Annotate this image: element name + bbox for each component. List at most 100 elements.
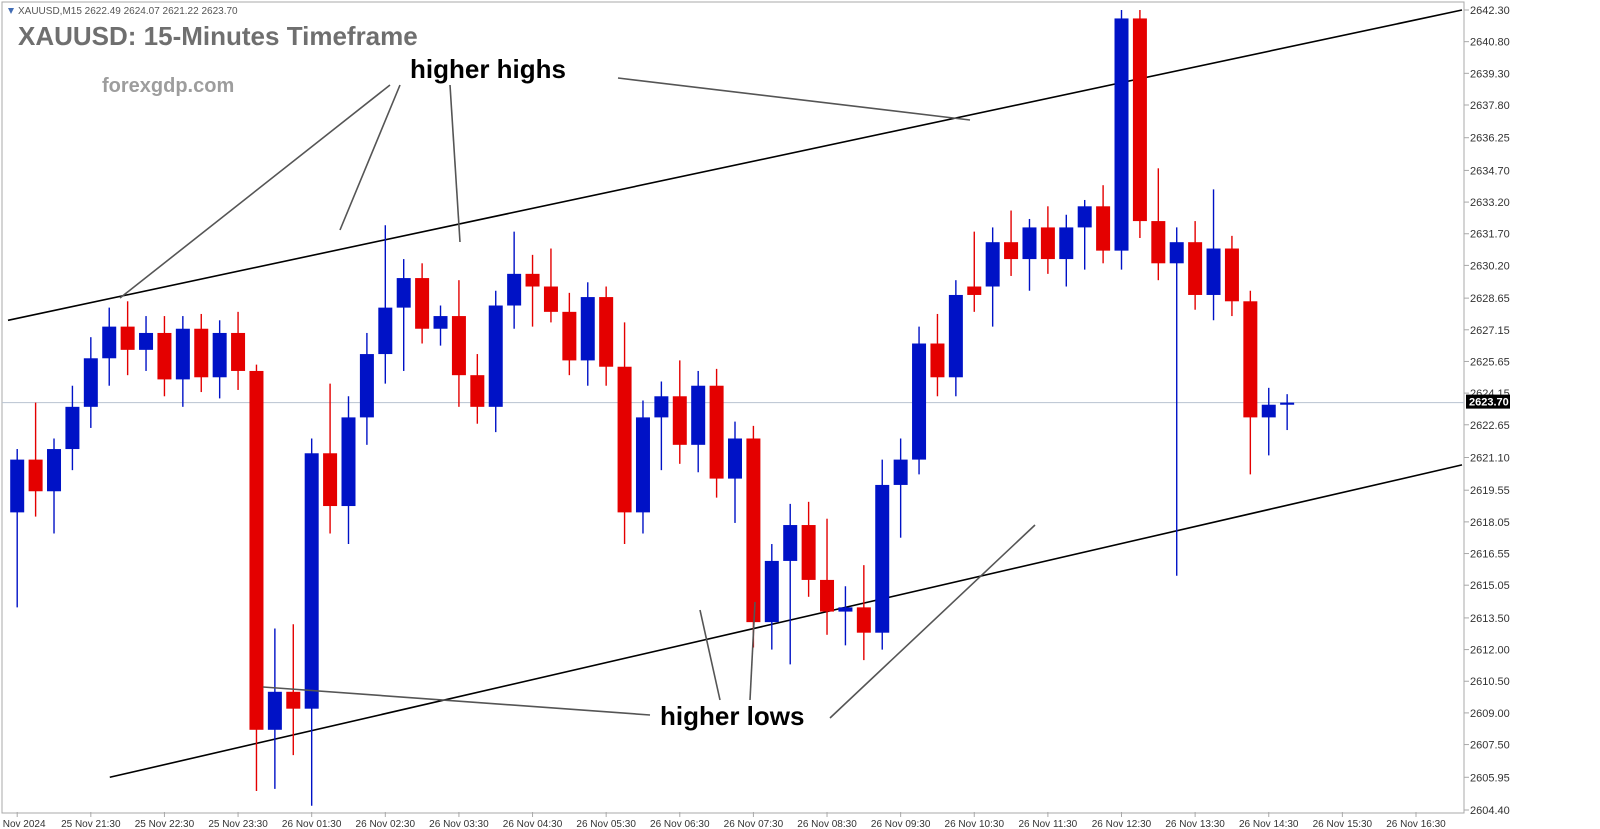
candle-body xyxy=(360,354,374,417)
candle-body xyxy=(176,329,190,380)
candle-body xyxy=(1280,403,1294,405)
x-tick-label: 26 Nov 03:30 xyxy=(429,819,489,829)
candle-body xyxy=(1096,206,1110,250)
candle-body xyxy=(526,274,540,287)
x-tick-label: 25 Nov 2024 xyxy=(0,819,46,829)
candle-body xyxy=(636,417,650,512)
chart-title: XAUUSD: 15-Minutes Timeframe xyxy=(18,21,418,51)
y-tick-label: 2630.20 xyxy=(1470,260,1510,272)
x-tick-label: 26 Nov 11:30 xyxy=(1019,819,1078,829)
candle-body xyxy=(930,344,944,378)
higher-lows-pointer xyxy=(263,687,650,715)
candle-body xyxy=(102,327,116,359)
candle-body xyxy=(1225,249,1239,302)
x-tick-label: 26 Nov 05:30 xyxy=(576,819,636,829)
x-tick-label: 26 Nov 07:30 xyxy=(724,819,784,829)
higher-highs-label: higher highs xyxy=(410,54,566,84)
candle-body xyxy=(618,367,632,513)
candle-body xyxy=(802,525,816,580)
candle-body xyxy=(1059,227,1073,259)
x-tick-label: 25 Nov 22:30 xyxy=(135,819,195,829)
y-tick-label: 2628.65 xyxy=(1470,293,1510,305)
y-tick-label: 2633.20 xyxy=(1470,197,1510,209)
x-tick-label: 26 Nov 01:30 xyxy=(282,819,342,829)
candle-body xyxy=(746,438,760,622)
candle-body xyxy=(838,607,852,611)
y-tick-label: 2615.05 xyxy=(1470,580,1510,592)
x-tick-label: 26 Nov 16:30 xyxy=(1386,819,1446,829)
candle-body xyxy=(121,327,135,350)
candle-body xyxy=(157,333,171,379)
candle-body xyxy=(912,344,926,460)
dropdown-icon[interactable] xyxy=(8,8,14,14)
candle-body xyxy=(286,692,300,709)
x-tick-label: 26 Nov 15:30 xyxy=(1313,819,1373,829)
candle-body xyxy=(29,460,43,492)
y-tick-label: 2625.65 xyxy=(1470,356,1510,368)
candle-body xyxy=(1188,242,1202,295)
candle-body xyxy=(507,274,521,306)
candle-body xyxy=(415,278,429,329)
candle-body xyxy=(341,417,355,506)
candle-body xyxy=(783,525,797,561)
candle-body xyxy=(1022,227,1036,259)
candle-body xyxy=(47,449,61,491)
y-tick-label: 2619.55 xyxy=(1470,485,1510,497)
symbol-bar: XAUUSD,M15 2622.49 2624.07 2621.22 2623.… xyxy=(18,6,238,17)
candlestick-chart[interactable]: 2642.30 2640.80 2639.30 2637.80 2636.25 2634.… xyxy=(0,0,1600,829)
current-price-label: 2623.70 xyxy=(1469,397,1509,409)
candle-body xyxy=(691,386,705,445)
y-tick-label: 2613.50 xyxy=(1470,613,1510,625)
y-tick-label: 2637.80 xyxy=(1470,100,1510,112)
candle-body xyxy=(1151,221,1165,263)
candle-body xyxy=(599,297,613,367)
y-tick-label: 2639.30 xyxy=(1470,68,1510,80)
higher-highs-pointer xyxy=(120,85,390,298)
candle-body xyxy=(1041,227,1055,259)
y-tick-label: 2605.95 xyxy=(1470,772,1510,784)
candle-body xyxy=(139,333,153,350)
candle-body xyxy=(1115,18,1129,250)
x-tick-label: 26 Nov 08:30 xyxy=(797,819,857,829)
candle-body xyxy=(213,333,227,377)
candle-body xyxy=(231,333,245,371)
higher-lows-label: higher lows xyxy=(660,701,804,731)
y-tick-label: 2642.30 xyxy=(1470,5,1510,17)
candle-body xyxy=(581,297,595,360)
candle-body xyxy=(562,312,576,361)
candle-body xyxy=(378,308,392,354)
higher-highs-pointer xyxy=(618,78,970,120)
candle-body xyxy=(470,375,484,407)
candle-body xyxy=(249,371,263,730)
candle-body xyxy=(1207,249,1221,295)
candle-body xyxy=(986,242,1000,286)
y-tick-label: 2604.40 xyxy=(1470,805,1510,817)
upper-trendline xyxy=(8,10,1462,320)
candle-body xyxy=(10,460,24,513)
candle-body xyxy=(65,407,79,449)
y-tick-label: 2636.25 xyxy=(1470,133,1510,145)
candle-body xyxy=(489,306,503,407)
candle-body xyxy=(1133,18,1147,221)
y-tick-label: 2609.00 xyxy=(1470,708,1510,720)
candle-body xyxy=(820,580,834,612)
y-tick-label: 2618.05 xyxy=(1470,517,1510,529)
candle-body xyxy=(305,453,319,708)
y-tick-label: 2631.70 xyxy=(1470,229,1510,241)
candle-body xyxy=(875,485,889,633)
higher-highs-pointer xyxy=(450,85,460,242)
x-tick-label: 26 Nov 14:30 xyxy=(1239,819,1299,829)
y-tick-label: 2621.10 xyxy=(1470,452,1510,464)
candle-body xyxy=(728,438,742,478)
candle-body xyxy=(1243,301,1257,417)
x-tick-label: 26 Nov 13:30 xyxy=(1165,819,1225,829)
y-tick-label: 2634.70 xyxy=(1470,165,1510,177)
candle-body xyxy=(857,607,871,632)
y-tick-label: 2622.65 xyxy=(1470,420,1510,432)
y-tick-label: 2616.55 xyxy=(1470,549,1510,561)
candle-body xyxy=(194,329,208,378)
x-tick-label: 26 Nov 10:30 xyxy=(945,819,1005,829)
candle-body xyxy=(673,396,687,445)
candle-body xyxy=(710,386,724,479)
y-tick-label: 2640.80 xyxy=(1470,37,1510,49)
